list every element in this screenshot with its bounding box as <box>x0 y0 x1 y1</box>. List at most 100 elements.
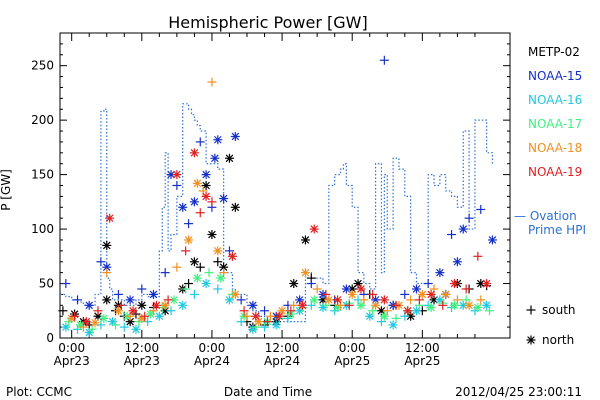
marker-stroke <box>178 301 187 310</box>
marker-stroke <box>474 303 482 312</box>
data-point-noaa-19 <box>93 306 103 316</box>
marker-stroke <box>161 301 169 310</box>
marker-stroke <box>272 321 281 329</box>
data-point-noaa-17 <box>204 268 214 278</box>
legend-entry-noaa-17: NOAA-17 <box>528 117 582 131</box>
marker-stroke <box>418 290 427 299</box>
marker-stroke <box>173 170 181 179</box>
marker-stroke <box>231 290 240 299</box>
data-point-noaa-18 <box>67 313 77 323</box>
legend-entry-noaa-19: NOAA-19 <box>528 165 582 179</box>
data-point-noaa-18 <box>371 300 381 310</box>
data-point-noaa-17 <box>449 300 459 310</box>
data-point-noaa-15 <box>452 257 462 267</box>
data-point-noaa-18 <box>312 284 322 294</box>
marker-stroke <box>193 274 202 282</box>
data-point-noaa-19 <box>426 289 436 299</box>
marker-stroke <box>152 301 161 310</box>
legend-entry-noaa-15: NOAA-15 <box>528 69 582 83</box>
marker-stroke <box>371 301 380 310</box>
data-point-noaa-15 <box>306 279 316 289</box>
marker-stroke <box>126 296 134 304</box>
x-tick-label: Apr23 <box>54 354 90 368</box>
data-point-noaa-17 <box>391 313 401 323</box>
data-point-metp-02 <box>195 262 205 272</box>
data-point-noaa-15 <box>236 295 246 305</box>
data-point-noaa-19 <box>151 300 161 310</box>
data-point-noaa-19 <box>251 311 261 321</box>
x-tick-label: Apr24 <box>194 354 230 368</box>
data-point-noaa-18 <box>289 300 299 310</box>
data-point-noaa-15 <box>195 137 205 147</box>
data-point-noaa-15 <box>464 213 474 223</box>
legend-entry-noaa-16: NOAA-16 <box>528 93 582 107</box>
data-point-metp-02 <box>224 153 234 163</box>
data-point-noaa-19 <box>116 300 126 310</box>
data-point-noaa-15 <box>160 268 170 278</box>
data-point-noaa-15 <box>219 194 229 204</box>
marker-stroke <box>412 306 421 315</box>
marker-stroke <box>278 306 286 315</box>
y-tick-label: 50 <box>39 277 54 291</box>
marker-stroke <box>301 268 310 277</box>
marker-stroke <box>76 321 85 329</box>
data-point-noaa-18 <box>113 306 123 316</box>
data-point-noaa-17 <box>192 273 202 283</box>
data-point-noaa-18 <box>476 295 486 305</box>
marker-stroke <box>357 285 365 293</box>
data-point-noaa-18 <box>160 300 170 310</box>
marker-stroke <box>527 336 535 344</box>
data-point-noaa-19 <box>438 300 448 310</box>
data-point-noaa-15 <box>230 131 240 141</box>
marker-stroke <box>465 301 473 310</box>
data-point-noaa-19 <box>298 300 308 310</box>
marker-stroke <box>82 317 91 326</box>
y-axis-label: P [GW] <box>0 169 13 211</box>
x-tick-label: 12:00 <box>265 341 300 355</box>
data-point-noaa-18 <box>347 289 357 299</box>
marker-stroke <box>149 290 158 299</box>
marker-stroke <box>427 303 435 312</box>
data-point-noaa-16 <box>189 289 199 299</box>
marker-stroke <box>295 296 304 304</box>
marker-stroke <box>251 312 260 321</box>
data-point-noaa-15 <box>113 289 123 299</box>
data-point-metp-02 <box>219 262 229 272</box>
data-point-noaa-16 <box>201 279 211 289</box>
marker-stroke <box>459 301 468 310</box>
marker-stroke <box>114 306 123 315</box>
marker-stroke <box>380 312 389 321</box>
data-point-noaa-17 <box>485 306 495 316</box>
marker-stroke <box>450 301 459 310</box>
data-point-metp-02 <box>189 257 199 267</box>
data-point-noaa-19 <box>274 311 284 321</box>
data-point-noaa-19 <box>70 311 80 321</box>
x-tick-label: Apr23 <box>124 354 160 368</box>
x-tick-label: 0:00 <box>58 341 85 355</box>
data-point-noaa-17 <box>181 284 191 294</box>
marker-stroke <box>436 296 444 304</box>
data-point-noaa-15 <box>189 197 199 207</box>
data-point-noaa-15 <box>96 257 106 267</box>
x-tick-label: Apr24 <box>264 354 300 368</box>
marker-stroke <box>102 241 111 250</box>
x-tick-label: Apr25 <box>334 354 370 368</box>
plot-frame <box>59 32 511 339</box>
data-point-metp-02 <box>289 279 299 289</box>
marker-stroke <box>389 321 397 329</box>
data-point-metp-02 <box>207 230 217 240</box>
data-point-noaa-18 <box>452 295 462 305</box>
marker-stroke <box>108 317 117 326</box>
marker-stroke <box>325 296 333 304</box>
data-point-noaa-15 <box>102 262 112 272</box>
marker-stroke <box>219 194 228 203</box>
data-point-noaa-18 <box>265 311 275 321</box>
data-point-noaa-18 <box>213 246 223 256</box>
data-point-noaa-18 <box>359 295 369 305</box>
data-point-noaa-19 <box>414 295 424 305</box>
data-point-noaa-19 <box>309 224 319 234</box>
data-point-noaa-19 <box>461 284 471 294</box>
data-point-noaa-15 <box>260 306 270 316</box>
marker-stroke <box>85 328 94 337</box>
marker-stroke <box>365 312 374 321</box>
